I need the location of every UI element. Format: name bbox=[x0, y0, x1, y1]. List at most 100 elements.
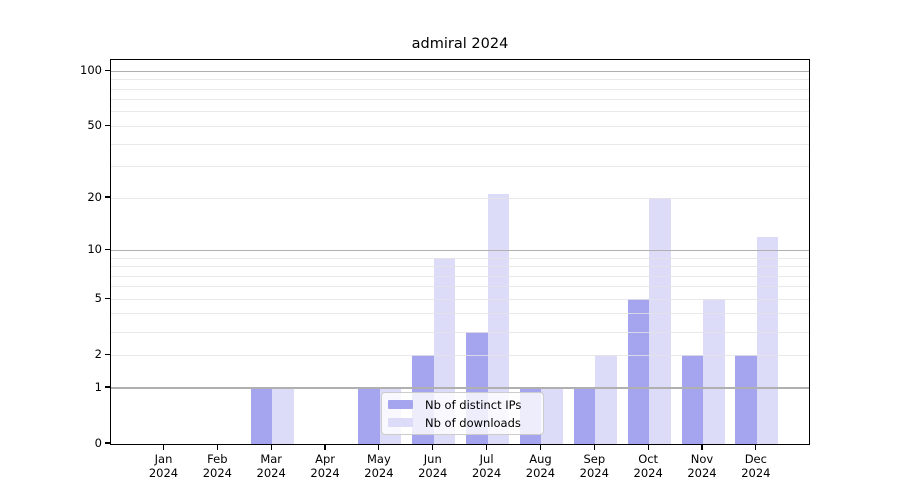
minor-gridline bbox=[111, 166, 809, 168]
x-tick-label-jan: Jan 2024 bbox=[136, 452, 192, 480]
x-tick-mark bbox=[216, 445, 218, 450]
x-tick-year: 2024 bbox=[687, 466, 717, 480]
minor-gridline bbox=[111, 143, 809, 145]
bar-downloads-mar bbox=[272, 388, 294, 444]
legend-swatch-downloads bbox=[388, 418, 413, 427]
x-tick-year: 2024 bbox=[418, 466, 448, 480]
y-tick-mark bbox=[105, 353, 110, 355]
legend-label-distinct-ips: Nb of distinct IPs bbox=[425, 397, 522, 412]
y-tick-mark bbox=[105, 248, 110, 250]
x-tick-mark bbox=[647, 445, 649, 450]
x-tick-mark bbox=[486, 445, 488, 450]
major-gridline bbox=[111, 249, 809, 251]
x-tick-month: Mar bbox=[260, 452, 283, 466]
x-tick-month: Jun bbox=[423, 452, 442, 466]
bar-ips-oct bbox=[627, 299, 650, 444]
legend-label-downloads: Nb of downloads bbox=[425, 415, 521, 430]
x-tick-month: Oct bbox=[638, 452, 659, 466]
x-tick-month: Jul bbox=[479, 452, 494, 466]
x-tick-year: 2024 bbox=[471, 466, 502, 480]
minor-gridline bbox=[111, 286, 809, 288]
bar-downloads-dec bbox=[756, 236, 779, 444]
legend-item-downloads: Nb of downloads bbox=[388, 416, 536, 430]
x-tick-month: May bbox=[367, 452, 391, 466]
bar-downloads-sep bbox=[595, 355, 617, 444]
legend-item-distinct-ips: Nb of distinct IPs bbox=[388, 398, 536, 412]
minor-gridline bbox=[111, 79, 809, 81]
y-tick-label-10: 10 bbox=[87, 242, 102, 257]
x-tick-year: 2024 bbox=[256, 466, 286, 480]
x-tick-mark bbox=[755, 445, 757, 450]
x-tick-month: Nov bbox=[690, 452, 714, 466]
x-tick-year: 2024 bbox=[633, 466, 663, 480]
y-tick-mark bbox=[105, 297, 110, 299]
x-tick-year: 2024 bbox=[525, 466, 556, 480]
x-tick-year: 2024 bbox=[741, 466, 771, 480]
x-tick-mark bbox=[162, 445, 165, 450]
y-tick-label-1: 1 bbox=[94, 380, 102, 394]
x-tick-mark bbox=[539, 445, 542, 450]
x-tick-label-apr: Apr 2024 bbox=[297, 452, 353, 480]
bar-ips-mar bbox=[250, 388, 273, 444]
x-tick-year: 2024 bbox=[148, 466, 179, 480]
x-tick-label-oct: Oct 2024 bbox=[620, 452, 676, 480]
x-tick-year: 2024 bbox=[579, 466, 609, 480]
x-tick-month: Sep bbox=[583, 452, 606, 466]
y-tick-label-5: 5 bbox=[94, 291, 102, 306]
x-tick-month: Aug bbox=[529, 452, 552, 466]
minor-gridline bbox=[111, 257, 809, 259]
bar-ips-sep bbox=[573, 388, 596, 444]
y-tick-mark bbox=[105, 196, 110, 198]
gridlines-layer bbox=[111, 60, 809, 444]
x-tick-mark bbox=[324, 445, 326, 450]
bar-ips-may bbox=[358, 388, 380, 444]
x-tick-month: Jan bbox=[154, 452, 173, 466]
legend-swatch-distinct-ips bbox=[388, 400, 413, 409]
x-tick-mark bbox=[432, 445, 434, 450]
y-tick-label-50: 50 bbox=[87, 118, 102, 133]
major-gridline bbox=[111, 387, 809, 389]
bar-ips-nov bbox=[681, 355, 703, 444]
x-tick-mark bbox=[378, 445, 380, 450]
x-tick-label-aug: Aug 2024 bbox=[512, 452, 568, 480]
major-gridline bbox=[111, 70, 809, 72]
x-tick-label-jun: Jun 2024 bbox=[405, 452, 461, 480]
x-tick-mark bbox=[593, 445, 595, 450]
minor-gridline bbox=[111, 88, 809, 90]
x-tick-year: 2024 bbox=[202, 466, 232, 480]
minor-gridline bbox=[111, 111, 809, 113]
y-tick-mark bbox=[105, 69, 110, 71]
bar-downloads-oct bbox=[649, 198, 671, 444]
x-tick-label-may: May 2024 bbox=[351, 452, 407, 480]
minor-gridline bbox=[111, 354, 809, 356]
minor-gridline bbox=[111, 298, 809, 300]
bar-ips-dec bbox=[735, 355, 757, 444]
minor-gridline bbox=[111, 275, 809, 277]
x-tick-label-sep: Sep 2024 bbox=[566, 452, 622, 480]
legend: Nb of distinct IPs Nb of downloads bbox=[381, 392, 544, 435]
plot-area: Nb of distinct IPs Nb of downloads bbox=[110, 59, 810, 445]
minor-gridline bbox=[111, 331, 809, 333]
x-tick-month: Dec bbox=[744, 452, 767, 466]
x-tick-month: Feb bbox=[207, 452, 228, 466]
minor-gridline bbox=[111, 197, 809, 199]
bar-downloads-jul bbox=[487, 194, 510, 444]
x-tick-label-mar: Mar 2024 bbox=[243, 452, 299, 480]
x-tick-mark bbox=[701, 445, 703, 450]
x-tick-year: 2024 bbox=[310, 466, 340, 480]
minor-gridline bbox=[111, 266, 809, 267]
y-tick-mark bbox=[105, 442, 110, 444]
minor-gridline bbox=[111, 99, 809, 101]
x-tick-year: 2024 bbox=[364, 466, 394, 480]
bar-downloads-aug bbox=[541, 388, 563, 444]
x-tick-label-nov: Nov 2024 bbox=[674, 452, 730, 480]
y-tick-label-2: 2 bbox=[94, 347, 102, 362]
x-tick-month: Apr bbox=[315, 452, 335, 466]
chart-title: admiral 2024 bbox=[411, 36, 509, 52]
x-tick-label-feb: Feb 2024 bbox=[189, 452, 245, 480]
minor-gridline bbox=[111, 313, 809, 315]
bar-downloads-nov bbox=[703, 299, 725, 444]
y-tick-mark bbox=[105, 124, 110, 126]
x-tick-mark bbox=[270, 445, 272, 450]
